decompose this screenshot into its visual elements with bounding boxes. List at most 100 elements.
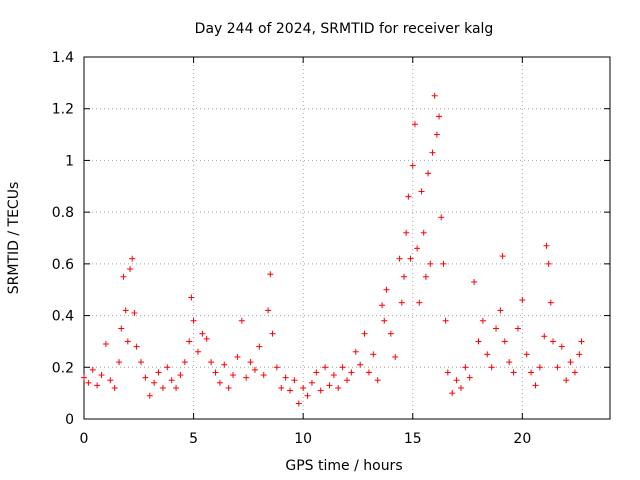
data-point bbox=[493, 325, 500, 332]
x-tick-label: 10 bbox=[294, 431, 312, 447]
data-point bbox=[234, 353, 241, 360]
data-point bbox=[392, 353, 399, 360]
data-points bbox=[81, 92, 585, 407]
data-point bbox=[118, 325, 125, 332]
data-point bbox=[571, 369, 578, 376]
data-point bbox=[98, 372, 105, 379]
data-point bbox=[291, 377, 298, 384]
data-point bbox=[287, 387, 294, 394]
y-tick-label: 1 bbox=[65, 153, 74, 169]
data-point bbox=[111, 384, 118, 391]
data-point bbox=[181, 359, 188, 366]
data-point bbox=[514, 325, 521, 332]
data-point bbox=[407, 255, 414, 262]
data-point bbox=[199, 330, 206, 337]
data-point bbox=[247, 359, 254, 366]
data-point bbox=[466, 374, 473, 381]
data-point bbox=[414, 245, 421, 252]
data-point bbox=[545, 260, 552, 267]
data-point bbox=[159, 384, 166, 391]
data-point bbox=[173, 384, 180, 391]
data-point bbox=[416, 299, 423, 306]
data-point bbox=[203, 335, 210, 342]
data-point bbox=[499, 253, 506, 260]
y-tick-label: 1.2 bbox=[52, 102, 74, 118]
data-point bbox=[151, 379, 158, 386]
data-point bbox=[278, 384, 285, 391]
data-point bbox=[265, 307, 272, 314]
data-point bbox=[212, 369, 219, 376]
data-point bbox=[396, 255, 403, 262]
data-point bbox=[547, 299, 554, 306]
data-point bbox=[326, 382, 333, 389]
data-point bbox=[411, 121, 418, 128]
y-tick-label: 1.4 bbox=[52, 50, 74, 66]
data-point bbox=[230, 372, 237, 379]
data-point bbox=[164, 364, 171, 371]
y-tick-label: 0.4 bbox=[52, 309, 74, 325]
data-point bbox=[433, 131, 440, 138]
data-point bbox=[344, 377, 350, 384]
data-point bbox=[471, 278, 478, 285]
data-point bbox=[81, 374, 87, 381]
data-point bbox=[357, 361, 364, 368]
data-point bbox=[300, 384, 307, 391]
data-point bbox=[501, 338, 508, 345]
data-point bbox=[122, 307, 129, 314]
data-point bbox=[243, 374, 250, 381]
data-point bbox=[425, 170, 432, 177]
data-point bbox=[269, 330, 276, 337]
data-point bbox=[120, 273, 127, 280]
data-point bbox=[339, 364, 346, 371]
data-point bbox=[453, 377, 460, 384]
data-point bbox=[317, 387, 324, 394]
data-point bbox=[370, 351, 377, 358]
data-point bbox=[457, 384, 464, 391]
data-point bbox=[429, 149, 436, 156]
data-point bbox=[335, 384, 342, 391]
data-point bbox=[352, 348, 359, 355]
data-point bbox=[322, 364, 329, 371]
data-point bbox=[479, 317, 486, 324]
data-point bbox=[374, 377, 381, 384]
y-tick-label: 0.6 bbox=[52, 257, 74, 273]
data-point bbox=[523, 351, 530, 358]
data-point bbox=[436, 113, 443, 120]
data-point bbox=[155, 369, 162, 376]
y-tick-label: 0.8 bbox=[52, 205, 74, 221]
data-point bbox=[348, 369, 355, 376]
data-point bbox=[532, 382, 539, 389]
y-tick-label: 0.2 bbox=[52, 360, 74, 376]
data-point bbox=[238, 317, 245, 324]
y-axis-label: SRMTID / TECUs bbox=[6, 182, 22, 295]
plot-frame bbox=[83, 56, 611, 420]
data-point bbox=[576, 351, 583, 358]
data-point bbox=[85, 379, 92, 386]
data-point bbox=[273, 364, 280, 371]
data-point bbox=[405, 193, 412, 200]
data-point bbox=[543, 242, 550, 249]
data-point bbox=[484, 351, 491, 358]
data-point bbox=[379, 302, 386, 309]
data-point bbox=[449, 390, 456, 397]
x-tick-label: 5 bbox=[189, 431, 198, 447]
data-point bbox=[510, 369, 517, 376]
data-point bbox=[260, 372, 267, 379]
data-point bbox=[506, 359, 513, 366]
data-point bbox=[127, 266, 134, 273]
data-point bbox=[251, 366, 258, 373]
data-point bbox=[282, 374, 289, 381]
data-point bbox=[365, 369, 372, 376]
data-point bbox=[422, 273, 429, 280]
data-point bbox=[442, 317, 449, 324]
data-point bbox=[131, 309, 138, 316]
data-point bbox=[497, 307, 504, 314]
data-point bbox=[554, 364, 561, 371]
data-point bbox=[438, 214, 445, 221]
data-point bbox=[398, 299, 405, 306]
data-point bbox=[400, 273, 407, 280]
data-point bbox=[142, 374, 149, 381]
data-point bbox=[427, 260, 434, 267]
data-point bbox=[295, 400, 302, 407]
x-tick-label: 20 bbox=[513, 431, 531, 447]
